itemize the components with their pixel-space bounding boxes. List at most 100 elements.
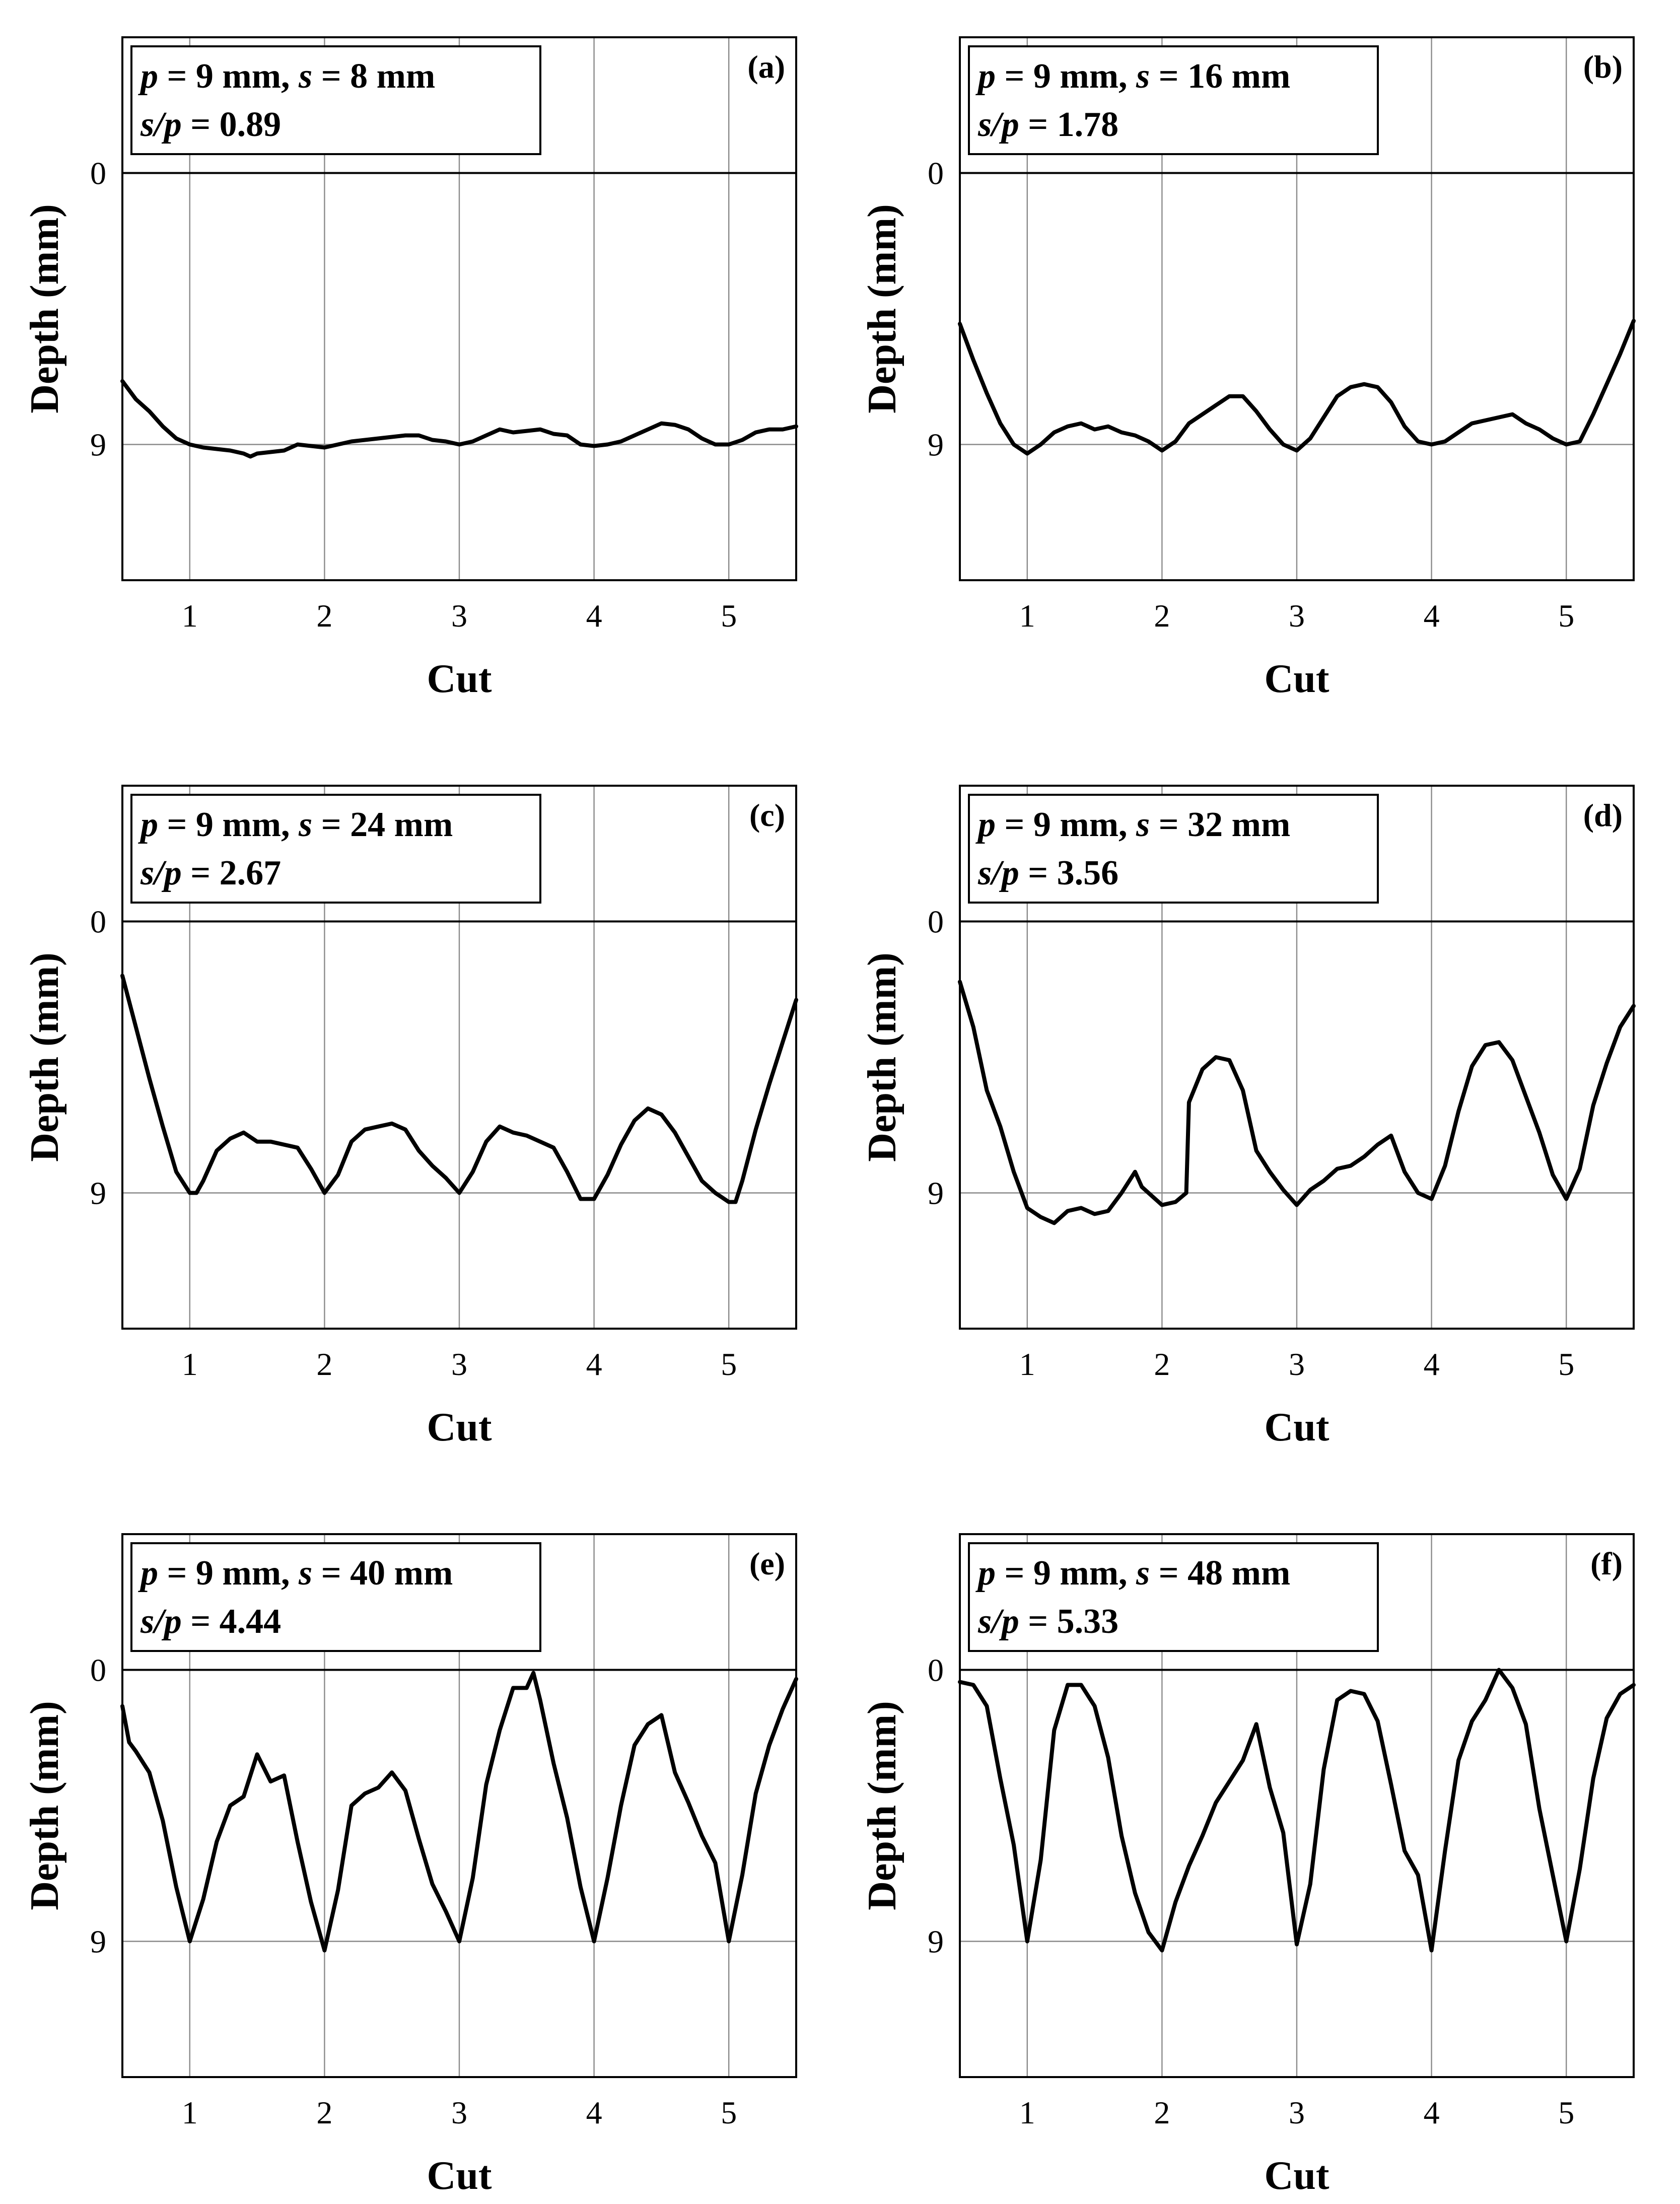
y-tick-label-0: 0 xyxy=(928,156,944,191)
x-tick-label-3: 3 xyxy=(451,2095,467,2130)
depth-profile-line xyxy=(958,1668,1636,1953)
s-symbol: s xyxy=(1136,805,1150,844)
parameter-box xyxy=(968,45,1379,155)
y-tick-label-9: 9 xyxy=(90,1176,106,1211)
s-value: = 8 mm xyxy=(312,57,435,96)
parameter-line-1: p = 9 mm, s = 16 mm xyxy=(975,57,1290,96)
panel-e: 1 2 3 4 5 0 9 Cut Depth (mm) (e) p = 9 mm, s = 40 … xyxy=(23,1533,798,2198)
p-symbol: p xyxy=(975,1554,996,1593)
parameter-line-2: s/p = 1.78 xyxy=(977,105,1118,144)
s-value: = 16 mm xyxy=(1150,57,1290,96)
x-tick-label-2: 2 xyxy=(1154,2095,1170,2130)
parameter-line-1: p = 9 mm, s = 8 mm xyxy=(138,57,435,96)
s-symbol: s xyxy=(298,57,312,96)
p-symbol: p xyxy=(975,57,996,96)
panel-c: 1 2 3 4 5 0 9 Cut Depth (mm) (c) p = 9 mm, s = 24 … xyxy=(23,785,798,1450)
x-tick-label-4: 4 xyxy=(1424,598,1440,634)
y-tick-label-0: 0 xyxy=(90,156,106,191)
plot-frame xyxy=(121,1533,797,2078)
y-tick-label-0: 0 xyxy=(90,904,106,940)
x-tick-label-2: 2 xyxy=(316,1346,332,1382)
panel-label: (e) xyxy=(749,1546,785,1581)
panel-b: 1 2 3 4 5 0 9 Cut Depth (mm) (b) p = 9 mm, s = 16 … xyxy=(860,36,1636,701)
y-axis-label: Depth (mm) xyxy=(23,952,67,1161)
y-axis-label: Depth (mm) xyxy=(860,1701,904,1910)
parameter-line-2: s/p = 5.33 xyxy=(977,1602,1118,1641)
plot-frame xyxy=(121,36,797,581)
panel-label: (b) xyxy=(1583,49,1623,85)
parameter-line-2: s/p = 3.56 xyxy=(977,854,1118,892)
x-tick-label-2: 2 xyxy=(1154,598,1170,634)
x-tick-label-2: 2 xyxy=(1154,1346,1170,1382)
parameter-box xyxy=(130,1542,541,1652)
s-value: = 32 mm xyxy=(1150,805,1290,844)
y-tick-label-0: 0 xyxy=(90,1652,106,1688)
x-tick-label-1: 1 xyxy=(182,1346,198,1382)
x-axis-label: Cut xyxy=(427,657,492,701)
parameter-line-2: s/p = 2.67 xyxy=(140,854,281,892)
p-symbol: p xyxy=(138,805,158,844)
x-tick-label-1: 1 xyxy=(1019,598,1035,634)
depth-profile-line xyxy=(958,319,1636,456)
ratio-symbol: s/p xyxy=(140,1602,182,1641)
y-tick-label-9: 9 xyxy=(928,427,944,463)
ratio-symbol: s/p xyxy=(977,854,1019,892)
x-tick-label-3: 3 xyxy=(1289,2095,1305,2130)
ratio-value: = 2.67 xyxy=(182,854,281,892)
y-tick-label-9: 9 xyxy=(928,1924,944,1960)
plot-frame xyxy=(959,785,1635,1330)
parameter-box xyxy=(968,1542,1379,1652)
ratio-symbol: s/p xyxy=(140,854,182,892)
x-tick-label-4: 4 xyxy=(586,598,602,634)
x-axis-label: Cut xyxy=(427,1405,492,1450)
p-value: = 9 mm, xyxy=(158,1554,299,1593)
parameter-box xyxy=(968,794,1379,904)
parameter-line-1: p = 9 mm, s = 24 mm xyxy=(138,805,453,844)
s-symbol: s xyxy=(1136,1554,1150,1593)
depth-profile-line xyxy=(958,980,1636,1225)
x-tick-label-5: 5 xyxy=(721,1346,737,1382)
p-value: = 9 mm, xyxy=(996,1554,1136,1593)
s-value: = 40 mm xyxy=(312,1554,453,1593)
p-symbol: p xyxy=(138,1554,158,1593)
x-tick-label-2: 2 xyxy=(316,2095,332,2130)
depth-profile-line xyxy=(120,1671,798,1953)
x-tick-label-1: 1 xyxy=(182,598,198,634)
parameter-line-2: s/p = 4.44 xyxy=(140,1602,281,1641)
p-symbol: p xyxy=(975,805,996,844)
x-axis-label: Cut xyxy=(1265,657,1329,701)
x-tick-label-5: 5 xyxy=(1558,2095,1574,2130)
y-axis-label: Depth (mm) xyxy=(860,952,904,1161)
panel-label: (d) xyxy=(1583,797,1623,833)
depth-profile-line xyxy=(120,974,798,1204)
parameter-line-1: p = 9 mm, s = 40 mm xyxy=(138,1554,453,1593)
x-tick-label-4: 4 xyxy=(1424,2095,1440,2130)
x-tick-label-4: 4 xyxy=(1424,1346,1440,1382)
panel-label: (f) xyxy=(1590,1546,1623,1581)
ratio-symbol: s/p xyxy=(140,105,182,144)
y-axis-label: Depth (mm) xyxy=(23,1701,67,1910)
x-tick-label-3: 3 xyxy=(1289,598,1305,634)
ratio-symbol: s/p xyxy=(977,105,1019,144)
y-axis-label: Depth (mm) xyxy=(860,204,904,413)
plot-frame xyxy=(959,36,1635,581)
p-value: = 9 mm, xyxy=(158,805,299,844)
ratio-value: = 0.89 xyxy=(182,105,281,144)
x-axis-label: Cut xyxy=(427,2154,492,2198)
x-tick-label-3: 3 xyxy=(451,598,467,634)
panel-label: (a) xyxy=(747,49,785,85)
ratio-value: = 4.44 xyxy=(182,1602,281,1641)
panel-a: 1 2 3 4 5 0 9 Cut Depth (mm) (a) p = 9 mm, s = 8 m… xyxy=(23,36,798,701)
panel-f: 1 2 3 4 5 0 9 Cut Depth (mm) (f) p = 9 mm, s = 48 … xyxy=(860,1533,1636,2198)
parameter-line-2: s/p = 0.89 xyxy=(140,105,281,144)
ratio-value: = 5.33 xyxy=(1019,1602,1118,1641)
x-tick-label-5: 5 xyxy=(1558,1346,1574,1382)
p-symbol: p xyxy=(138,57,158,96)
s-symbol: s xyxy=(298,1554,312,1593)
y-tick-label-9: 9 xyxy=(928,1176,944,1211)
y-tick-label-0: 0 xyxy=(928,904,944,940)
s-symbol: s xyxy=(298,805,312,844)
depth-profile-line xyxy=(120,379,798,459)
plot-frame xyxy=(121,785,797,1330)
x-tick-label-5: 5 xyxy=(721,2095,737,2130)
